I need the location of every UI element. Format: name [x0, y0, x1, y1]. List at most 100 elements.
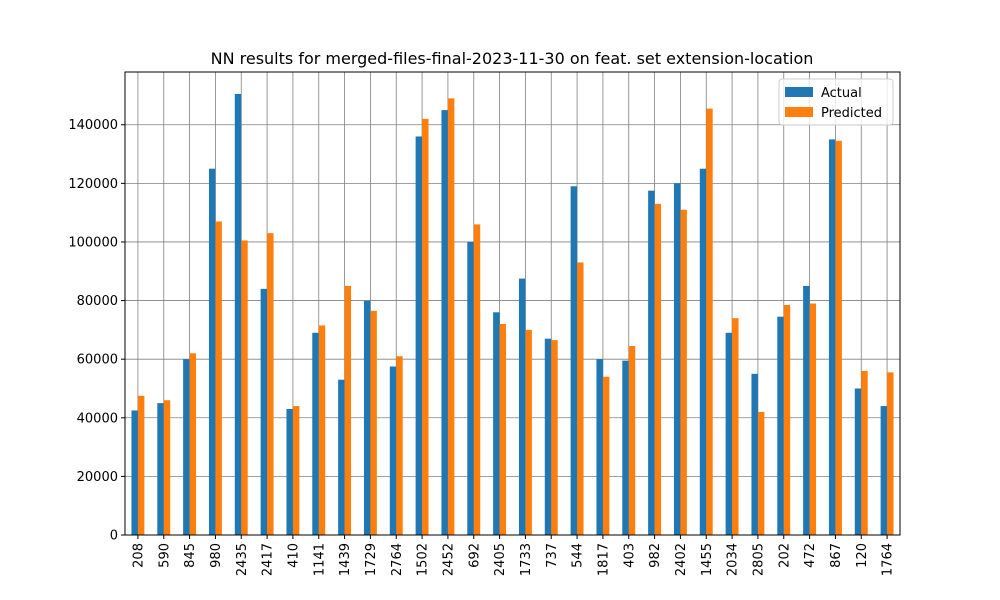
x-tick-label: 1141 — [312, 543, 327, 576]
bar-predicted-1141 — [318, 325, 326, 535]
bar-actual-692 — [467, 241, 474, 535]
bar-predicted-845 — [189, 353, 197, 535]
bar-predicted-403 — [628, 345, 636, 535]
bar-actual-590 — [157, 403, 164, 535]
bar-actual-1817 — [596, 359, 603, 535]
x-tick-label: 2435 — [235, 543, 250, 576]
bar-actual-845 — [183, 359, 190, 535]
bar-actual-2417 — [260, 288, 268, 535]
y-tick-label: 0 — [110, 529, 118, 544]
bar-predicted-2452 — [447, 98, 455, 536]
legend-label-actual: Actual — [821, 86, 862, 101]
bar-predicted-544 — [577, 262, 584, 535]
bar-predicted-2764 — [396, 356, 403, 535]
bar-actual-1733 — [518, 278, 526, 535]
bar-predicted-2405 — [499, 324, 507, 535]
bar-predicted-867 — [835, 140, 842, 535]
x-tick-label: 2417 — [261, 543, 276, 576]
bar-predicted-692 — [473, 224, 481, 535]
x-tick-label: 2034 — [726, 543, 741, 576]
bar-actual-2764 — [389, 366, 397, 535]
bar-predicted-1764 — [887, 372, 894, 535]
bar-actual-2405 — [493, 312, 500, 535]
bar-actual-472 — [803, 285, 810, 535]
bar-predicted-737 — [551, 340, 558, 535]
x-tick-label: 867 — [829, 543, 844, 568]
bar-actual-1439 — [338, 379, 345, 535]
x-tick-label: 2402 — [674, 543, 689, 576]
bar-actual-2402 — [673, 183, 681, 535]
x-tick-label: 2764 — [390, 543, 405, 576]
bar-predicted-980 — [215, 221, 222, 535]
bar-predicted-1817 — [602, 376, 610, 535]
bar-actual-403 — [622, 360, 629, 535]
legend-label-predicted: Predicted — [821, 106, 882, 121]
x-tick-label: 120 — [855, 543, 870, 568]
plot-frame — [124, 71, 901, 536]
y-tick-label: 100000 — [68, 235, 118, 250]
chart-title: NN results for merged-files-final-2023-1… — [211, 49, 814, 68]
x-tick-label: 410 — [286, 543, 301, 568]
bar-predicted-1502 — [422, 118, 429, 535]
x-tick-label: 692 — [467, 543, 482, 568]
bars-group — [131, 93, 894, 536]
x-tick-label: 544 — [571, 543, 586, 568]
bar-predicted-208 — [137, 395, 145, 535]
y-tick-label: 60000 — [77, 353, 118, 368]
bar-predicted-982 — [654, 203, 662, 535]
bar-predicted-472 — [809, 303, 817, 535]
bar-predicted-2805 — [757, 411, 765, 535]
bar-actual-120 — [854, 388, 862, 535]
bar-predicted-2034 — [732, 318, 739, 535]
x-tick-label: 1439 — [338, 543, 353, 576]
x-tick-label: 982 — [648, 543, 663, 568]
bar-predicted-120 — [861, 370, 868, 535]
legend-swatch-actual — [785, 87, 813, 97]
legend-swatch-predicted — [785, 107, 813, 117]
bar-actual-202 — [777, 316, 784, 535]
y-tick-label: 120000 — [68, 177, 118, 192]
bar-actual-982 — [648, 190, 655, 536]
bar-predicted-590 — [163, 400, 171, 535]
bar-actual-2435 — [234, 93, 242, 536]
bar-actual-2805 — [751, 373, 758, 535]
bar-actual-867 — [828, 139, 836, 535]
y-tick-label: 140000 — [68, 118, 118, 133]
bar-predicted-202 — [783, 304, 791, 535]
bar-predicted-2402 — [680, 209, 687, 535]
x-tick-label: 2405 — [493, 543, 508, 576]
x-axis: 208 590 845 980 2435 2417 410 1141 1439 1729 2764 1… — [131, 535, 896, 576]
bar-actual-980 — [208, 168, 216, 536]
bar-actual-1141 — [312, 332, 319, 535]
bar-predicted-1455 — [706, 108, 713, 535]
x-tick-label: 208 — [131, 543, 146, 568]
bar-actual-2452 — [441, 110, 448, 535]
x-tick-label: 403 — [622, 543, 637, 568]
bar-actual-1455 — [699, 168, 707, 536]
bar-actual-737 — [544, 338, 552, 535]
x-tick-label: 1502 — [416, 543, 431, 576]
bar-predicted-2417 — [267, 233, 274, 535]
x-tick-label: 980 — [209, 543, 224, 568]
x-tick-label: 1455 — [700, 543, 715, 576]
x-tick-label: 2805 — [751, 543, 766, 576]
y-tick-label: 80000 — [77, 294, 118, 309]
x-tick-label: 845 — [183, 543, 198, 568]
x-tick-label: 737 — [545, 543, 560, 568]
bar-actual-1502 — [415, 136, 423, 535]
bar-predicted-1729 — [370, 310, 377, 535]
x-tick-label: 472 — [803, 543, 818, 568]
bar-actual-1764 — [880, 406, 888, 535]
x-tick-label: 1729 — [364, 543, 379, 576]
bar-predicted-1733 — [525, 329, 532, 535]
bar-actual-2034 — [725, 332, 733, 535]
x-tick-label: 1733 — [519, 543, 534, 576]
x-tick-label: 590 — [157, 543, 172, 568]
x-tick-label: 202 — [777, 543, 792, 568]
x-tick-label: 1817 — [596, 543, 611, 576]
legend: Actual Predicted — [778, 78, 894, 126]
x-tick-label: 1764 — [881, 543, 896, 576]
bar-actual-1729 — [363, 300, 371, 535]
bar-actual-208 — [131, 410, 138, 535]
